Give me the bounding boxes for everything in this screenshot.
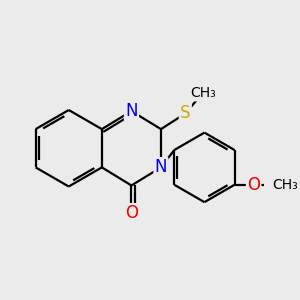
Text: CH₃: CH₃	[272, 178, 298, 192]
Text: O: O	[125, 204, 138, 222]
Text: S: S	[180, 104, 190, 122]
Text: N: N	[125, 102, 138, 120]
Text: N: N	[155, 158, 167, 176]
Text: CH₃: CH₃	[190, 86, 216, 100]
Text: O: O	[247, 176, 260, 194]
